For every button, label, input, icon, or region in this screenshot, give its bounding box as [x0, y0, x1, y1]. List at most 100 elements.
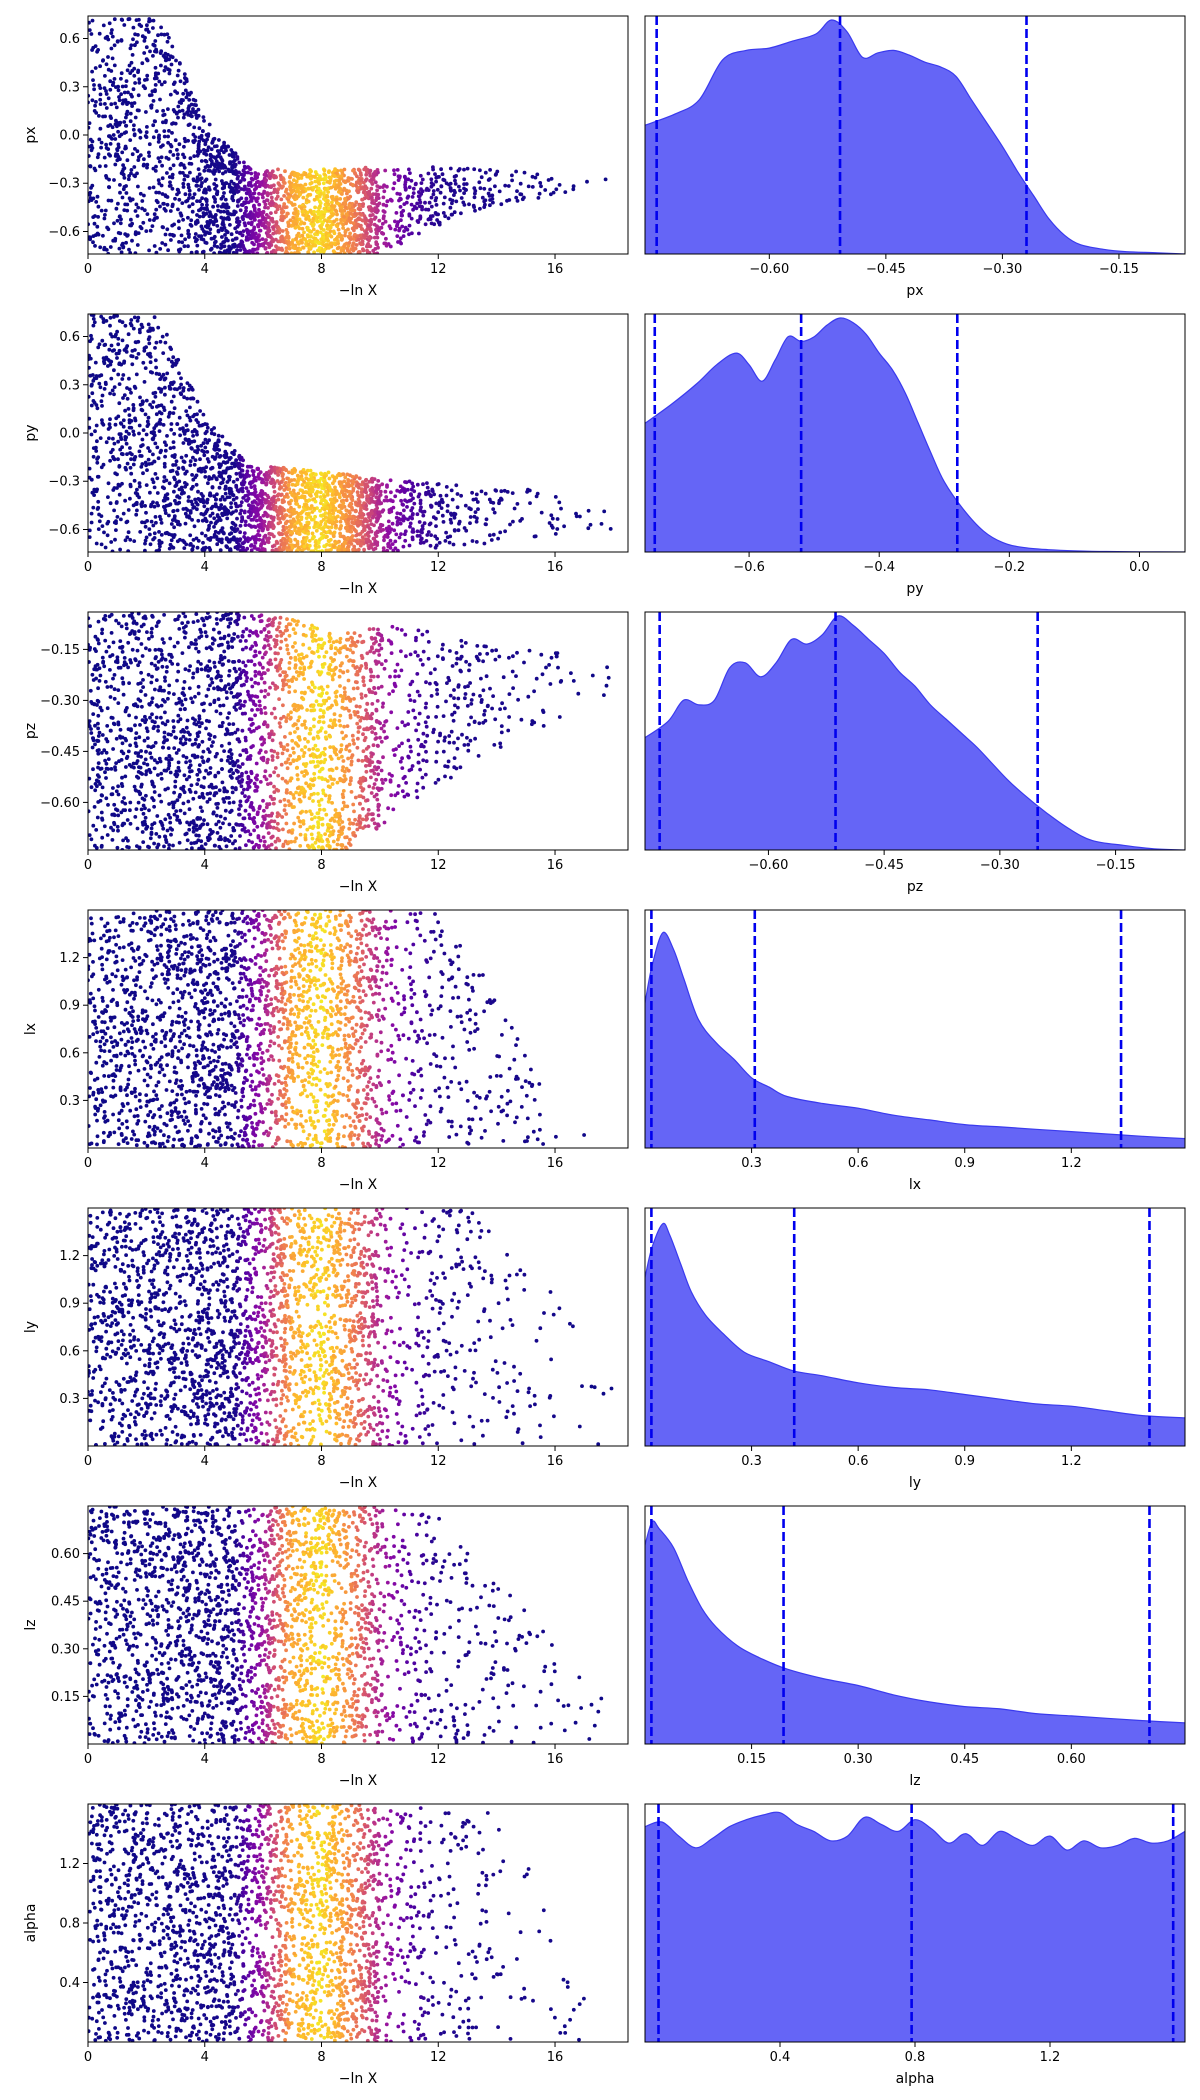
sample-point	[226, 205, 231, 210]
sample-point	[193, 458, 198, 462]
sample-point	[359, 482, 364, 487]
sample-point	[272, 484, 276, 489]
sample-point	[141, 220, 146, 225]
sample-point	[311, 227, 316, 232]
sample-point	[295, 515, 300, 520]
sample-point	[394, 211, 399, 215]
sample-point	[285, 476, 289, 481]
sample-point	[202, 449, 206, 454]
sample-point	[160, 176, 165, 181]
sample-point	[227, 456, 232, 460]
sample-point	[220, 495, 225, 499]
sample-point	[359, 223, 363, 228]
sample-point	[230, 196, 235, 201]
sample-point	[305, 226, 310, 230]
sample-point	[356, 186, 360, 190]
sample-point	[157, 181, 162, 186]
sample-point	[151, 99, 156, 103]
sample-point	[470, 539, 475, 543]
sample-point	[168, 209, 173, 213]
sample-point	[525, 490, 529, 494]
sample-point	[114, 206, 119, 211]
sample-point	[196, 539, 201, 543]
sample-point	[157, 530, 161, 534]
sample-point	[275, 229, 280, 234]
sample-point	[557, 183, 562, 187]
sample-point	[242, 160, 246, 165]
sample-point	[129, 60, 134, 65]
sample-point	[293, 207, 298, 211]
sample-point	[315, 549, 319, 552]
sample-point	[276, 473, 280, 477]
sample-point	[449, 212, 454, 217]
sample-point	[142, 39, 147, 43]
sample-point	[353, 500, 358, 505]
sample-point	[209, 246, 214, 251]
sample-point	[263, 185, 268, 189]
sample-point	[280, 218, 285, 223]
sample-point	[329, 195, 334, 199]
sample-point	[165, 434, 169, 438]
sample-point	[95, 406, 100, 411]
sample-point	[123, 144, 128, 149]
sample-point	[125, 535, 130, 540]
sample-point	[459, 196, 464, 200]
sample-point	[248, 481, 252, 486]
sample-point	[119, 250, 124, 254]
sample-point	[269, 171, 273, 176]
sample-point	[226, 238, 230, 243]
sample-point	[305, 468, 310, 473]
sample-point	[399, 241, 403, 246]
sample-point	[157, 159, 162, 164]
sample-point	[169, 422, 174, 426]
sample-point	[343, 229, 348, 233]
sample-point	[136, 158, 141, 163]
sample-point	[143, 504, 148, 508]
sample-point	[238, 208, 243, 213]
sample-point	[403, 532, 407, 537]
sample-point	[297, 226, 302, 231]
sample-point	[448, 166, 453, 171]
sample-point	[326, 206, 331, 211]
sample-point	[353, 218, 358, 223]
sample-point	[247, 523, 252, 527]
sample-point	[215, 452, 220, 456]
sample-point	[153, 73, 158, 78]
sample-point	[282, 466, 286, 471]
sample-point	[233, 152, 238, 156]
sample-point	[187, 387, 191, 392]
sample-point	[395, 234, 400, 239]
sample-point	[409, 508, 414, 513]
sample-point	[107, 21, 112, 26]
sample-point	[230, 153, 235, 158]
sample-point	[411, 527, 415, 532]
sample-point	[359, 487, 364, 492]
sample-point	[169, 54, 173, 59]
sample-point	[89, 32, 94, 36]
sample-point	[106, 55, 110, 59]
sample-point	[339, 248, 344, 253]
sample-point	[109, 376, 114, 381]
sample-point	[439, 184, 444, 189]
sample-point	[392, 168, 396, 173]
sample-point	[288, 514, 293, 519]
sample-point	[313, 482, 317, 487]
sample-point	[100, 524, 105, 528]
x-tick-label: 12	[430, 262, 447, 277]
sample-point	[345, 248, 350, 253]
sample-point	[327, 215, 332, 220]
sample-point	[586, 508, 591, 513]
sample-point	[281, 239, 286, 244]
sample-point	[169, 381, 173, 386]
sample-point	[132, 539, 137, 543]
sample-point	[530, 185, 535, 189]
sample-point	[201, 115, 206, 119]
sample-point	[232, 538, 237, 542]
sample-point	[162, 498, 167, 503]
sample-point	[411, 512, 415, 516]
sample-point	[89, 477, 94, 482]
sample-point	[454, 199, 459, 204]
sample-point	[92, 87, 96, 92]
sample-point	[395, 519, 400, 524]
sample-point	[384, 495, 389, 499]
